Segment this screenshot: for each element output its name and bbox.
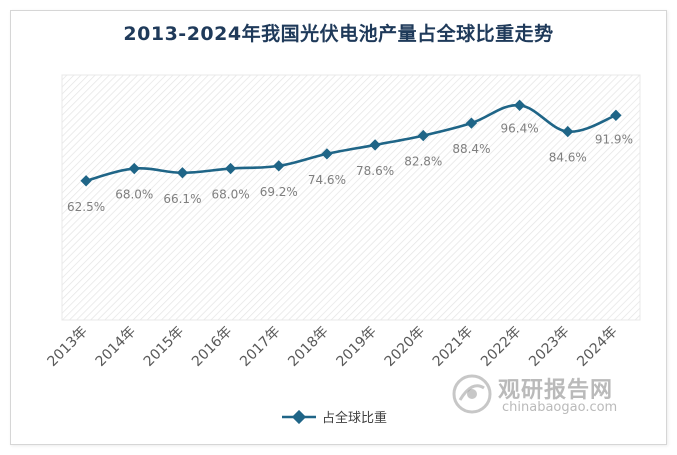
data-point-7 [417,129,429,142]
x-tick-label-0: 2013年 [44,324,90,370]
data-point-3 [224,162,237,175]
x-tick-label-5: 2018年 [285,324,331,370]
data-point-6 [369,139,381,151]
data-point-5 [321,148,333,160]
data-label-11: 91.9% [595,132,633,146]
legend-label: 占全球比重 [322,411,388,426]
data-label-8: 88.4% [452,142,490,156]
data-point-4 [273,160,285,172]
plot-area [61,74,641,321]
legend: 占全球比重 [282,407,387,426]
x-tick-label-9: 2022年 [478,324,524,370]
data-label-4: 69.2% [260,185,298,199]
data-label-1: 68.0% [115,188,153,202]
legend-swatch-icon [282,409,316,424]
x-tick-label-2: 2015年 [141,324,187,370]
watermark-cn: 观研报告网 [498,378,614,403]
watermark-logo-icon [452,374,492,414]
watermark: 观研报告网 chinabaogao.com [452,372,642,420]
x-tick-label-7: 2020年 [382,324,428,370]
chart-title: 2013-2024年我国光伏电池产量占全球比重走势 [123,23,554,45]
x-tick-label-11: 2024年 [574,324,620,370]
data-label-5: 74.6% [308,173,346,187]
x-tick-label-8: 2021年 [430,324,476,370]
data-point-2 [176,167,189,179]
x-tick-label-3: 2016年 [189,324,235,370]
data-label-3: 68.0% [212,188,250,202]
data-label-9: 96.4% [501,121,539,135]
data-label-6: 78.6% [356,164,394,178]
data-label-7: 82.8% [404,155,442,169]
watermark-en: chinabaogao.com [502,400,618,415]
x-tick-label-6: 2019年 [333,324,379,370]
data-point-1 [128,162,140,175]
x-tick-label-1: 2014年 [93,324,139,370]
data-label-0: 62.5% [67,200,105,214]
data-label-2: 66.1% [163,192,201,206]
x-tick-label-4: 2017年 [237,324,283,370]
x-tick-label-10: 2023年 [526,324,572,370]
data-label-10: 84.6% [549,151,587,165]
